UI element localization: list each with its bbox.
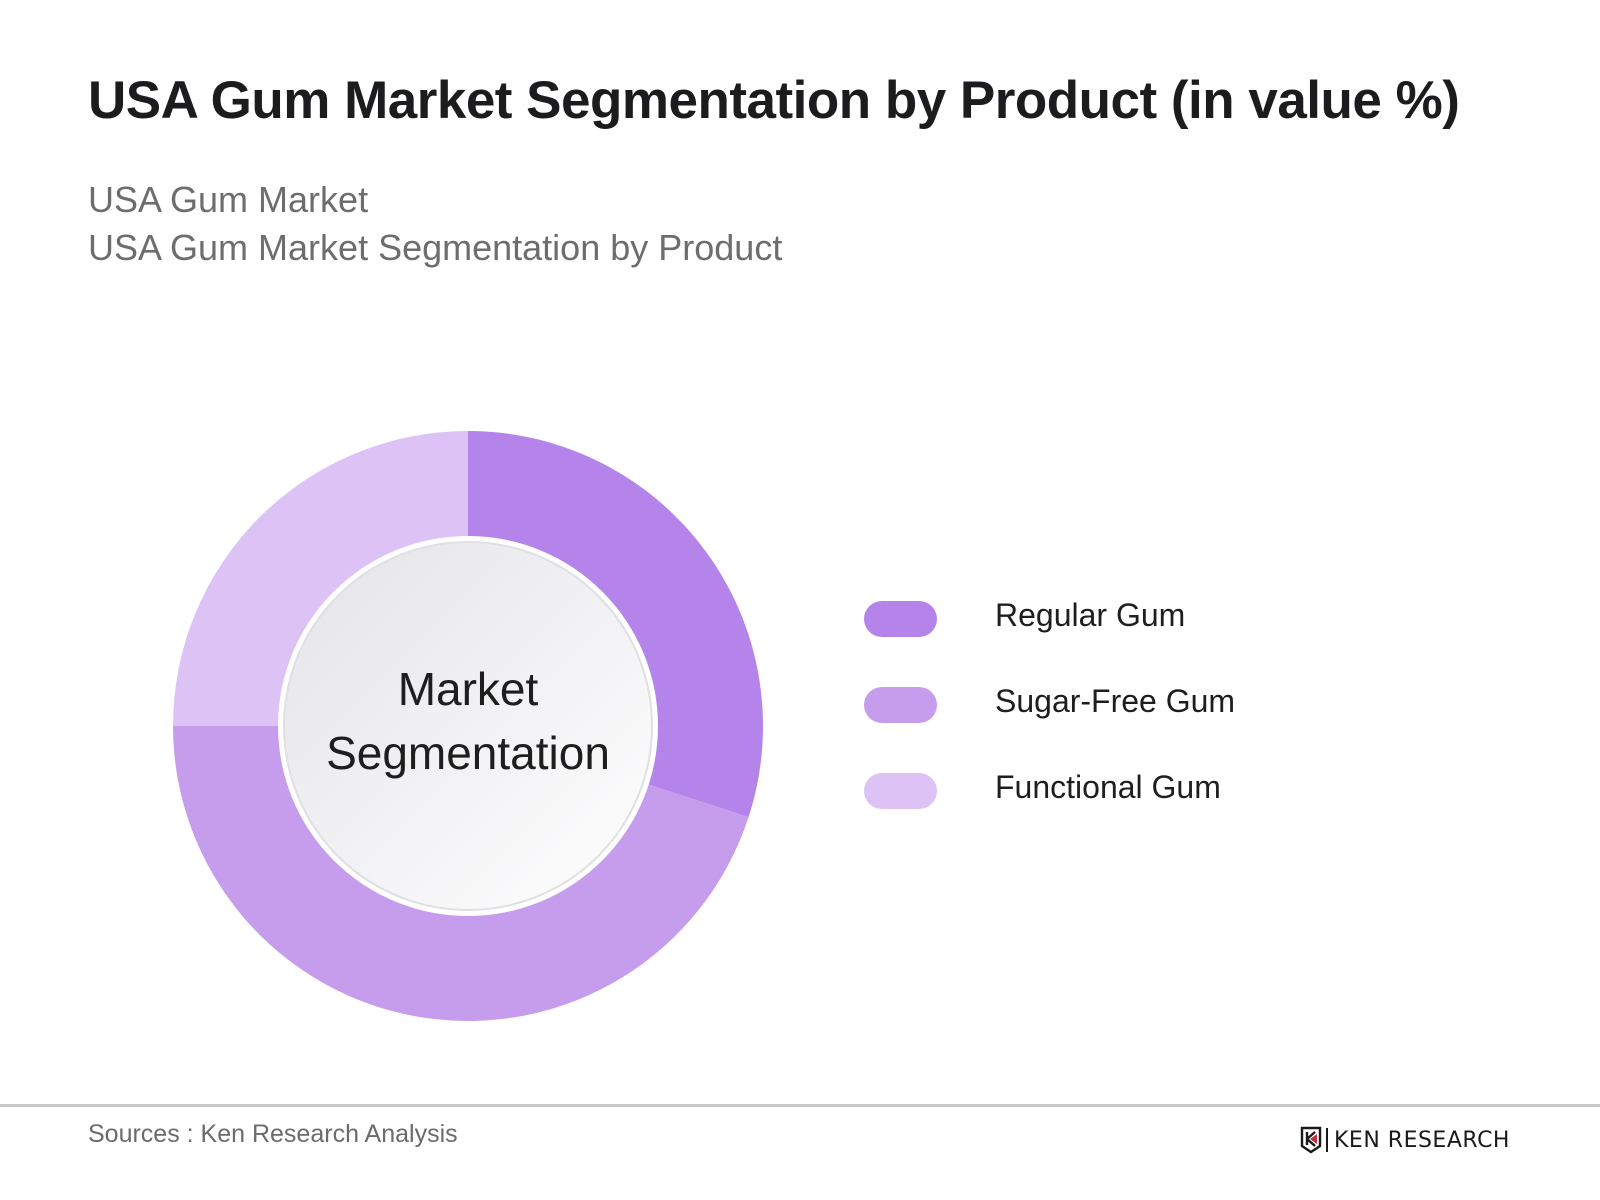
legend-item-functional-gum: Functional Gum [864, 769, 1221, 859]
center-label-line1: Market [397, 663, 539, 715]
donut-center-disc [283, 541, 653, 911]
logo-separator [1326, 1128, 1328, 1152]
chart-title: USA Gum Market Segmentation by Product (… [88, 71, 1460, 130]
chart-subtitle: USA Gum Market USA Gum Market Segmentati… [88, 176, 782, 272]
chart-legend: Regular Gum Sugar-Free Gum Functional Gu… [864, 597, 1235, 859]
logo-text: KEN RESEARCH [1334, 1127, 1510, 1153]
ken-research-k-shield-icon [1300, 1126, 1322, 1154]
legend-item-regular-gum: Regular Gum [864, 597, 1185, 687]
legend-swatch-regular-gum [864, 601, 937, 637]
legend-swatch-functional-gum [864, 773, 937, 809]
legend-swatch-sugar-free-gum [864, 687, 937, 723]
donut-chart: Market Segmentation [173, 431, 763, 1021]
ken-research-logo: KEN RESEARCH [1300, 1125, 1510, 1155]
legend-label: Functional Gum [995, 769, 1221, 805]
donut-svg [173, 431, 763, 1021]
legend-item-sugar-free-gum: Sugar-Free Gum [864, 683, 1235, 773]
center-label-line2: Segmentation [326, 727, 610, 779]
legend-label: Sugar-Free Gum [995, 683, 1236, 719]
legend-label: Regular Gum [995, 597, 1186, 633]
subtitle-segmentation: USA Gum Market Segmentation by Product [88, 227, 783, 268]
source-note: Sources : Ken Research Analysis [88, 1120, 458, 1148]
subtitle-market: USA Gum Market [88, 179, 369, 220]
donut-center-label: Market Segmentation [173, 431, 763, 1021]
footer-divider [0, 1104, 1600, 1107]
